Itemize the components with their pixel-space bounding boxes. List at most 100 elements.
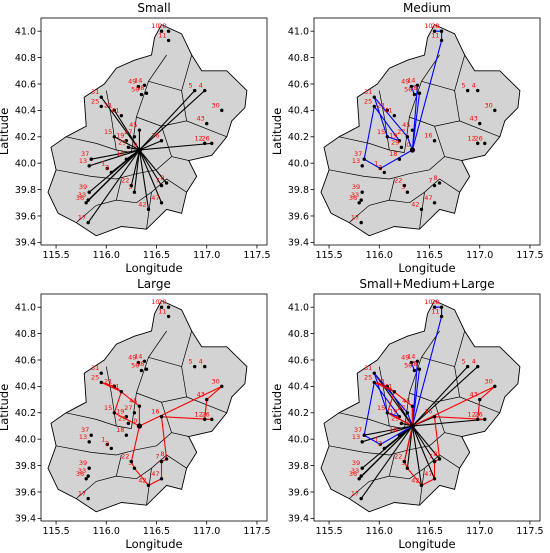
- node-37: [362, 157, 366, 161]
- node-10: [432, 29, 437, 33]
- district-border: [148, 80, 182, 91]
- small-route-segment: [412, 425, 440, 460]
- small-route-segment: [373, 372, 413, 427]
- node-label-11: 11: [158, 307, 166, 315]
- node-50: [412, 92, 417, 97]
- node-label-12: 12: [194, 410, 202, 418]
- node-25: [99, 380, 103, 385]
- node-39: [87, 190, 91, 194]
- node-label-19: 19: [116, 132, 124, 140]
- node-0: [136, 147, 143, 153]
- y-tick-label: 40.4: [288, 382, 309, 393]
- node-label-41: 41: [111, 383, 119, 391]
- node-label-50: 50: [131, 362, 139, 370]
- y-tick-label: 40.0: [288, 434, 309, 445]
- small-route-segment: [130, 149, 140, 186]
- node-label-2: 2: [105, 163, 109, 171]
- node-2: [382, 170, 387, 175]
- node-10: [159, 29, 164, 33]
- district-border: [105, 366, 117, 427]
- node-label-50: 50: [131, 86, 139, 94]
- node-16: [159, 415, 164, 419]
- x-axis-label: Longitude: [398, 261, 455, 275]
- district-border: [75, 178, 187, 223]
- node-label-5: 5: [189, 82, 193, 90]
- node-label-14: 14: [407, 76, 415, 84]
- node-13: [87, 164, 91, 168]
- node-label-22: 22: [121, 453, 129, 461]
- node-43: [478, 397, 482, 402]
- node-label-10: 10: [151, 22, 159, 30]
- node-label-26: 26: [201, 134, 209, 142]
- node-label-27: 27: [397, 404, 405, 412]
- y-tick-label: 40.8: [288, 329, 309, 340]
- node-27: [405, 411, 410, 415]
- node-label-7: 7: [428, 453, 432, 461]
- node-26: [483, 141, 487, 146]
- node-label-13: 13: [79, 157, 87, 165]
- x-tick-label: 116.0: [93, 250, 120, 261]
- y-tick-label: 40.8: [15, 53, 36, 64]
- district-border: [66, 136, 132, 153]
- node-14: [415, 359, 420, 364]
- node-label-1: 1: [101, 435, 105, 443]
- node-39: [360, 466, 364, 470]
- y-tick-label: 40.6: [15, 79, 36, 90]
- node-39: [87, 466, 91, 470]
- node-17: [86, 496, 90, 501]
- node-label-37: 37: [81, 150, 89, 158]
- node-label-45: 45: [402, 397, 410, 405]
- node-label-18: 18: [116, 150, 124, 158]
- node-label-13: 13: [352, 157, 360, 165]
- small-route-segment: [406, 425, 413, 469]
- node-33: [86, 198, 90, 202]
- node-label-45: 45: [129, 397, 137, 405]
- node-label-16: 16: [151, 408, 159, 416]
- small-route-segment: [138, 149, 163, 203]
- node-label-39: 39: [352, 183, 360, 191]
- x-axis-label: Longitude: [125, 537, 182, 551]
- node-8: [437, 457, 442, 461]
- node-label-45: 45: [402, 121, 410, 129]
- node-label-26: 26: [474, 410, 482, 418]
- y-tick-label: 40.0: [15, 434, 36, 445]
- y-tick-label: 40.2: [288, 408, 309, 419]
- y-axis-label: Latitude: [270, 108, 284, 155]
- node-11: [439, 314, 444, 319]
- node-0: [409, 147, 416, 153]
- x-tick-label: 117.0: [193, 250, 220, 261]
- district-border: [348, 178, 460, 223]
- x-tick-label: 117.5: [243, 250, 270, 261]
- node-47: [432, 477, 437, 481]
- y-tick-label: 40.0: [15, 158, 36, 169]
- node-2: [109, 446, 114, 451]
- y-tick-label: 41.0: [288, 26, 309, 37]
- node-39: [360, 190, 364, 194]
- x-tick-label: 115.5: [315, 526, 342, 537]
- node-7: [432, 183, 437, 188]
- y-tick-label: 39.8: [15, 185, 36, 196]
- chart-title: Large: [137, 277, 171, 291]
- node-label-33: 33: [78, 191, 86, 199]
- y-tick-label: 39.8: [288, 185, 309, 196]
- district-border: [378, 90, 390, 151]
- node-label-39: 39: [79, 459, 87, 467]
- small-route-segment: [138, 149, 163, 186]
- node-label-29: 29: [391, 414, 399, 422]
- node-22: [402, 459, 407, 464]
- node-12: [203, 417, 207, 422]
- node-30: [493, 384, 497, 389]
- chart-title: Medium: [403, 1, 451, 15]
- node-33: [359, 198, 363, 202]
- node-37: [89, 157, 93, 161]
- node-label-29: 29: [118, 138, 126, 146]
- x-tick-label: 116.0: [366, 526, 393, 537]
- node-12: [476, 417, 480, 422]
- node-7: [159, 183, 164, 188]
- node-label-47: 47: [151, 194, 159, 202]
- node-25: [372, 104, 376, 109]
- node-label-49: 49: [128, 78, 136, 86]
- node-label-12: 12: [467, 410, 475, 418]
- node-49: [136, 84, 141, 89]
